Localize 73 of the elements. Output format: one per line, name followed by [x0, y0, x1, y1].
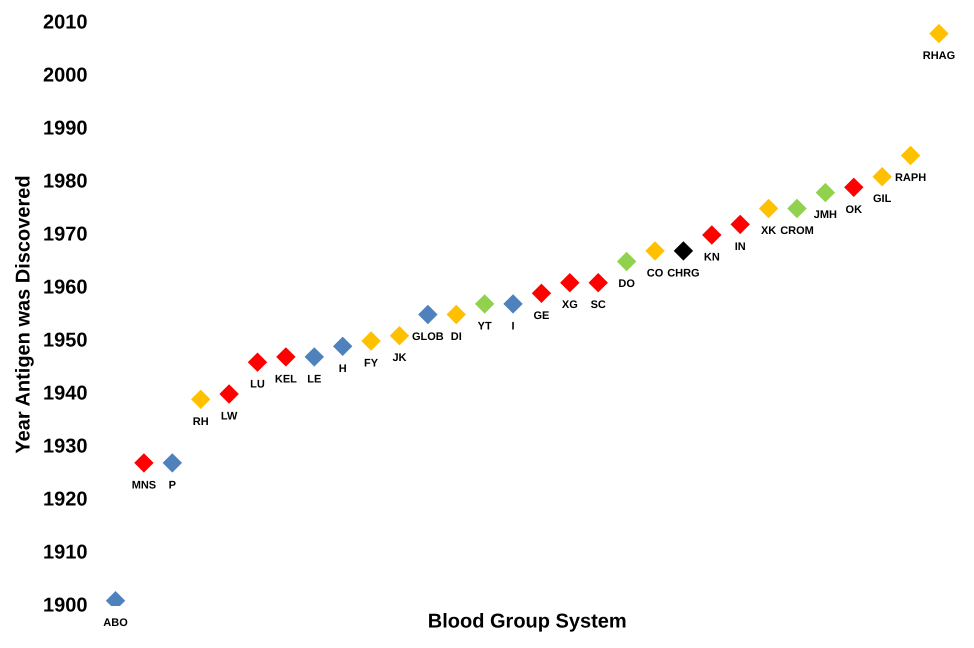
y-tick-label: 1970 [42, 224, 88, 246]
point [304, 347, 324, 366]
point [390, 326, 409, 346]
y-tick-label: 1950 [42, 330, 88, 352]
x-tick-label: CO [646, 267, 664, 280]
x-tick-label: DI [450, 331, 462, 344]
point [276, 347, 296, 366]
x-tick-label: RHAG [922, 50, 956, 62]
x-tick-label: KN [704, 252, 720, 264]
x-tick-label: ABO [103, 617, 128, 630]
x-tick-label: RAPH [894, 172, 926, 184]
x-axis-title: Blood Group System [428, 610, 627, 633]
x-tick-label: SC [590, 299, 606, 312]
point [816, 183, 835, 202]
x-tick-label: YT [478, 320, 492, 332]
point [504, 294, 523, 314]
x-tick-label: LE [307, 373, 322, 386]
y-tick-label: 1990 [42, 118, 88, 140]
y-tick-label: 1900 [42, 594, 88, 617]
point [333, 336, 352, 356]
point [646, 241, 665, 260]
x-tick-label: MNS [132, 479, 156, 492]
x-tick-label: DO [618, 278, 636, 290]
point [418, 305, 438, 324]
y-axis-title: Year Antigen was Discovered [12, 175, 35, 454]
point [617, 252, 636, 271]
point [872, 167, 892, 186]
x-tick-label: LW [220, 410, 238, 423]
x-tick-label: GE [533, 310, 550, 322]
x-tick-label: CROM [780, 225, 814, 238]
point [844, 178, 864, 197]
x-tick-label: CHRG [667, 267, 700, 280]
point [787, 199, 806, 218]
y-tick-label: 1930 [42, 436, 88, 458]
x-tick-label: H [338, 362, 347, 375]
y-tick-label: 1920 [42, 488, 88, 511]
point [759, 199, 778, 218]
x-tick-label: JK [392, 352, 407, 364]
point [475, 294, 494, 314]
x-tick-label: OK [846, 204, 862, 216]
x-tick-label: I [512, 320, 515, 332]
point [674, 241, 693, 260]
point [901, 146, 920, 165]
x-tick-label: LU [250, 378, 265, 391]
x-tick-label: IN [734, 240, 746, 253]
x-tick-label: GLOB [412, 331, 444, 344]
x-tick-label: JMH [814, 209, 838, 222]
x-tick-label: KEL [274, 373, 298, 386]
y-tick-label: 2010 [42, 12, 88, 34]
point [702, 226, 722, 244]
y-tick-label: 1980 [42, 170, 88, 193]
point [220, 384, 239, 404]
point [362, 332, 381, 350]
point [560, 273, 580, 292]
x-tick-label: RH [192, 416, 209, 428]
x-tick-label: XG [562, 299, 578, 312]
x-tick-label: XK [760, 225, 776, 238]
y-tick-label: 1940 [42, 382, 88, 405]
y-tick-label: 1960 [42, 276, 88, 299]
y-tick-label: 1910 [42, 542, 88, 564]
point [134, 453, 154, 472]
point [248, 352, 267, 372]
point [730, 214, 750, 234]
point [446, 305, 466, 324]
point [162, 453, 182, 472]
x-tick-label: GIL [873, 193, 892, 206]
point [929, 24, 948, 44]
point [588, 273, 608, 292]
point [191, 390, 210, 409]
point [532, 284, 551, 303]
x-tick-label: FY [364, 358, 379, 370]
x-tick-label: P [168, 479, 176, 492]
y-tick-label: 2000 [42, 64, 88, 87]
